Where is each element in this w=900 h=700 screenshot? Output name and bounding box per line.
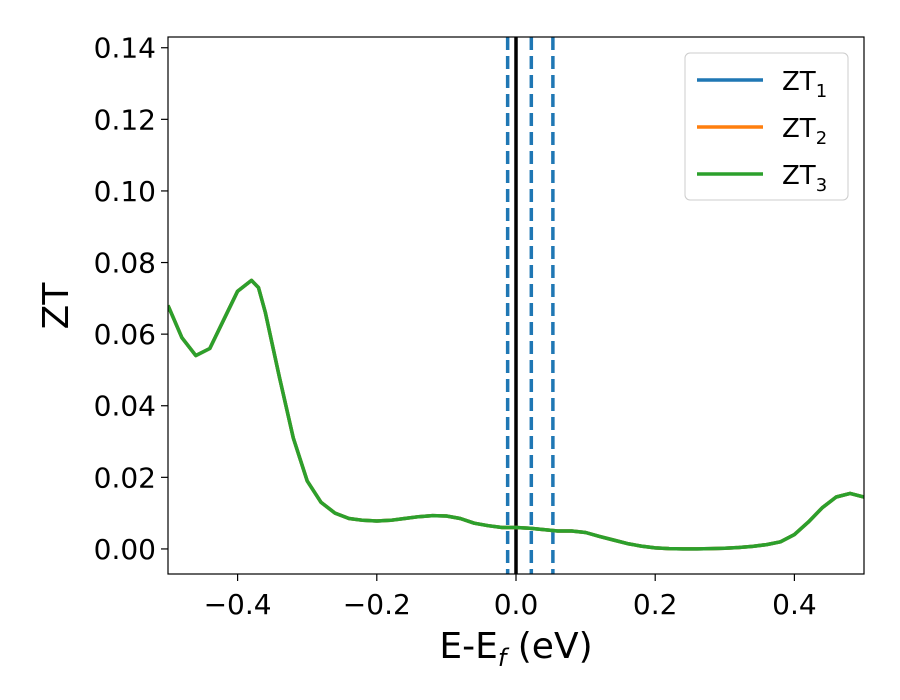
y-tick-label: 0.02 (94, 461, 156, 494)
legend-label-zt3: ZT3 (782, 161, 827, 196)
x-axis-label: E-Ef (eV) (439, 626, 592, 672)
x-tick-label: 0.4 (772, 588, 817, 621)
legend: ZT1 ZT2 ZT3 (684, 52, 849, 201)
x-tick-label: −0.2 (343, 588, 411, 621)
y-tick-label: 0.00 (94, 533, 156, 566)
x-axis-label-unit: (eV) (506, 626, 592, 667)
legend-label-zt1: ZT1 (782, 67, 827, 102)
y-tick-label: 0.12 (94, 103, 156, 136)
x-axis: −0.4 −0.2 0.0 0.2 0.4 (204, 574, 817, 621)
x-tick-label: 0.2 (633, 588, 678, 621)
y-axis-label: ZT (36, 282, 77, 330)
y-tick-label: 0.10 (94, 175, 156, 208)
series-lines (168, 278, 864, 551)
y-tick-label: 0.06 (94, 318, 156, 351)
series-line-zt3 (168, 278, 864, 551)
x-tick-label: −0.4 (204, 588, 272, 621)
y-tick-label: 0.04 (94, 390, 156, 423)
legend-label-zt2: ZT2 (782, 114, 827, 149)
x-tick-label: 0.0 (494, 588, 539, 621)
legend-frame (684, 52, 849, 201)
x-axis-label-main: E-E (439, 626, 497, 667)
y-axis: 0.00 0.02 0.04 0.06 0.08 0.10 0.12 0.14 (94, 32, 168, 566)
vertical-marker-lines (505, 37, 555, 574)
y-tick-label: 0.08 (94, 247, 156, 280)
y-tick-label: 0.14 (94, 32, 156, 65)
